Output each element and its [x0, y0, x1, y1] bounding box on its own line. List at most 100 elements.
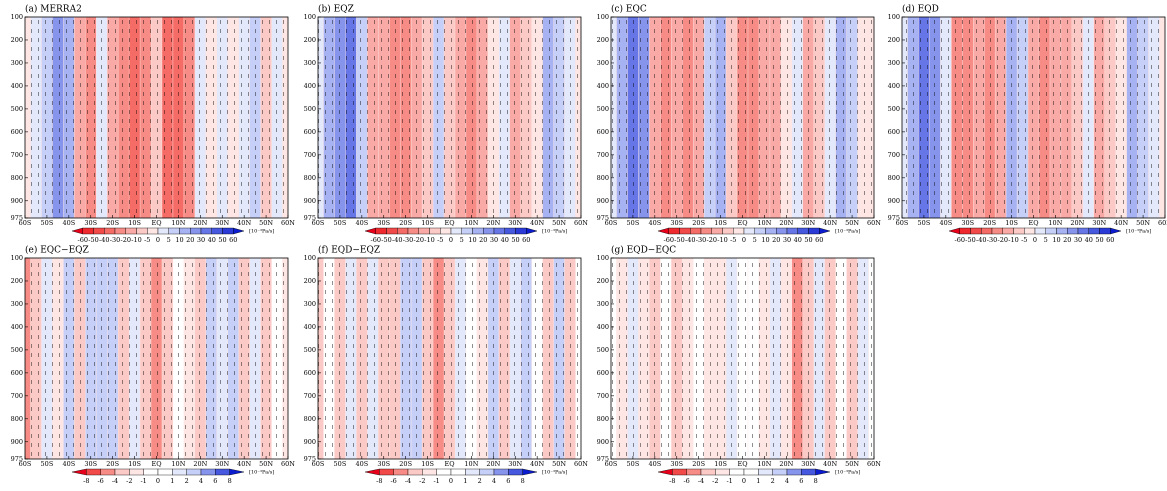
colorbar-box — [86, 468, 101, 476]
colorbar-box — [765, 227, 777, 235]
x-tick-label: 10S — [714, 219, 727, 227]
colorbar-box — [672, 468, 687, 476]
wind-vectors — [318, 258, 581, 459]
colorbar-end — [364, 468, 380, 476]
colorbar-label: -50 — [674, 236, 684, 244]
colorbar-label: 0 — [449, 236, 453, 244]
x-tick-label: 60N — [1158, 219, 1167, 227]
colorbar-label: 8 — [521, 477, 525, 485]
y-tick-label: 975 — [11, 455, 23, 463]
y-tick-label: 200 — [304, 36, 316, 44]
colorbar-box — [215, 468, 230, 476]
panel-title: (g) EQD−EQC — [611, 245, 676, 256]
x-tick-label: 40N — [530, 219, 544, 227]
wind-vectors — [25, 17, 288, 218]
colorbar-label: 5 — [753, 236, 757, 244]
colorbar-box — [786, 468, 802, 476]
x-tick-label: 60S — [605, 219, 618, 227]
colorbar-label: -4 — [698, 477, 704, 485]
colorbar-box — [147, 227, 159, 235]
x-tick-label: 20N — [486, 219, 500, 227]
colorbar-box — [1088, 227, 1100, 235]
x-tick-label: 40N — [823, 219, 837, 227]
x-tick-label: 20S — [106, 219, 119, 227]
colorbar-label: 2 — [478, 477, 482, 485]
y-tick-label: 900 — [11, 197, 23, 205]
colorbar-label: 30 — [490, 236, 498, 244]
colorbar-box — [686, 468, 702, 476]
x-tick-label: 10S — [421, 460, 434, 468]
x-tick-label: 50N — [845, 460, 859, 468]
x-tick-label: 10S — [1005, 219, 1018, 227]
x-tick-label: 30N — [215, 219, 229, 227]
colorbar-label: 6 — [799, 477, 803, 485]
y-tick-label: 200 — [304, 277, 316, 285]
y-tick-label: 500 — [597, 346, 609, 354]
colorbar-box — [472, 227, 484, 235]
wind-vectors — [25, 258, 288, 459]
colorbar-label: 50 — [218, 236, 226, 244]
colorbar-label: -60 — [955, 236, 965, 244]
x-tick-label: 60S — [312, 460, 325, 468]
y-tick-label: 900 — [11, 438, 23, 446]
colorbar-label: -60 — [371, 236, 381, 244]
colorbar-end — [71, 227, 83, 235]
wind-vectors — [611, 17, 874, 218]
panel-title: (a) MERRA2 — [25, 4, 82, 15]
x-tick-label: EQ — [151, 219, 161, 227]
colorbar-box — [772, 468, 788, 476]
colorbar-label: 10 — [175, 236, 183, 244]
y-tick-label: 300 — [597, 59, 609, 67]
x-tick-label: 20N — [1070, 219, 1084, 227]
colorbar-unit: [10⁻³Pa/s] — [835, 229, 860, 235]
colorbar-label: 60 — [1106, 236, 1114, 244]
colorbar-box — [465, 468, 480, 476]
colorbar-label: 0 — [742, 236, 746, 244]
colorbar-box — [508, 468, 523, 476]
y-tick-label: 300 — [304, 59, 316, 67]
x-tick-label: 60N — [574, 460, 588, 468]
colorbar-box — [479, 468, 495, 476]
y-tick-label: 800 — [11, 415, 23, 423]
colorbar-box — [450, 468, 466, 476]
x-tick-label: 30S — [961, 219, 974, 227]
colorbar-box — [418, 227, 430, 235]
colorbar-box — [715, 468, 730, 476]
colorbar-label: -6 — [390, 477, 396, 485]
y-tick-label: 500 — [11, 105, 23, 113]
y-tick-label: 500 — [888, 105, 900, 113]
x-tick-label: 30S — [670, 219, 683, 227]
colorbar-box — [397, 227, 409, 235]
x-tick-label: 10N — [1048, 219, 1062, 227]
colorbar-label: 60 — [522, 236, 530, 244]
x-tick-label: 10S — [128, 219, 141, 227]
x-tick-label: 20N — [779, 460, 793, 468]
x-tick-label: 50N — [1136, 219, 1150, 227]
colorbar-box — [801, 468, 816, 476]
colorbar-box — [179, 227, 191, 235]
x-tick-label: 60S — [605, 460, 618, 468]
colorbar-label: 20 — [1063, 236, 1071, 244]
colorbar-box — [1067, 227, 1079, 235]
x-tick-label: 60S — [312, 219, 325, 227]
x-tick-label: 30N — [1092, 219, 1106, 227]
colorbar-label: -20 — [121, 236, 131, 244]
y-tick-label: 100 — [304, 13, 316, 21]
x-tick-label: 10N — [757, 460, 771, 468]
x-tick-label: 10N — [171, 219, 185, 227]
colorbar-label: 40 — [208, 236, 216, 244]
x-tick-label: 40N — [1114, 219, 1128, 227]
colorbar-end — [229, 468, 245, 476]
y-tick-label: 300 — [597, 300, 609, 308]
y-tick-label: 400 — [11, 82, 23, 90]
x-tick-label: 30N — [508, 219, 522, 227]
colorbar-box — [743, 227, 755, 235]
x-tick-label: 50S — [41, 460, 54, 468]
colorbar-box — [679, 227, 691, 235]
x-tick-label: 50S — [334, 219, 347, 227]
x-tick-label: 20S — [399, 219, 412, 227]
y-tick-label: 600 — [597, 128, 609, 136]
colorbar-end — [364, 227, 376, 235]
